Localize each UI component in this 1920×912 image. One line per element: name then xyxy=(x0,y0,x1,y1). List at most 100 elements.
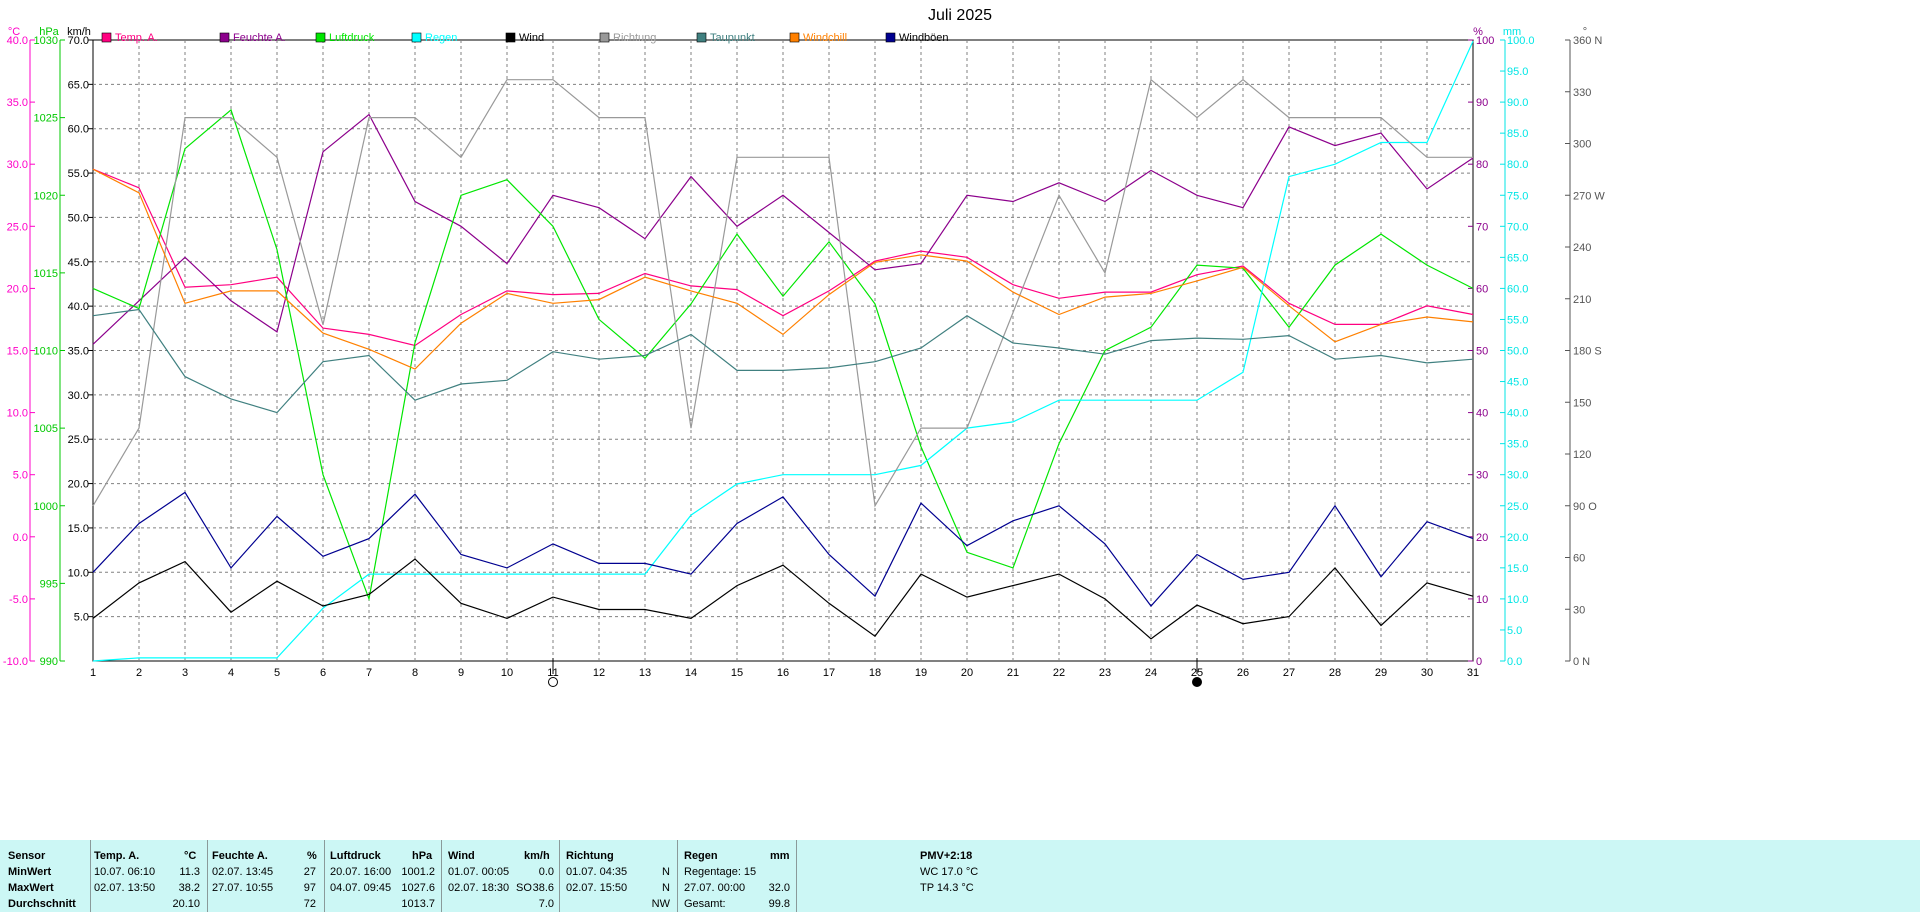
rain-tick-label: 50.0 xyxy=(1507,346,1528,358)
temp-unit-label: °C xyxy=(8,26,20,38)
x-tick-label: 3 xyxy=(182,667,188,679)
temp-tick-label: -5.0 xyxy=(9,594,28,606)
temp-tick-label: 10.0 xyxy=(7,408,28,420)
legend-label: Temp. A. xyxy=(115,32,158,44)
rain-tick-label: 40.0 xyxy=(1507,408,1528,420)
temp-tick-label: 25.0 xyxy=(7,221,28,233)
x-tick-label: 27 xyxy=(1283,667,1295,679)
legend: Temp. A. Feuchte A. Luftdruck Regen Wind Rich… xyxy=(101,32,949,44)
x-tick-label: 19 xyxy=(915,667,927,679)
wind-tick-label: 20.0 xyxy=(68,479,89,491)
series-lines xyxy=(92,40,1474,662)
pressure-tick-label: 1020 xyxy=(34,190,58,202)
direction-tick-label: 30 xyxy=(1573,604,1585,616)
temp-max-time: 02.07. 13:50 xyxy=(94,882,156,894)
rain-tick-label: 75.0 xyxy=(1507,190,1528,202)
wind-tick-label: 10.0 xyxy=(68,567,89,579)
wind-unit-label: km/h xyxy=(67,26,91,38)
x-tick-label: 2 xyxy=(136,667,142,679)
humidity-tick-label: 100 xyxy=(1476,35,1494,47)
rain-tick-label: 80.0 xyxy=(1507,159,1528,171)
stats-row-max: MaxWert xyxy=(8,882,54,894)
stats-header-dir: Richtung xyxy=(566,850,614,862)
direction-tick-label: 0 N xyxy=(1573,656,1590,668)
stats-header-temp: Temp. A. xyxy=(94,850,140,862)
pres-max: 1027.6 xyxy=(401,882,435,894)
wind-max-time: 02.07. 18:30 xyxy=(448,882,510,894)
temp-tick-label: 40.0 xyxy=(7,35,28,47)
temp-tick-label: 0.0 xyxy=(13,532,28,544)
legend-swatch xyxy=(505,32,516,43)
x-tick-label: 17 xyxy=(823,667,835,679)
temp-min: 11.3 xyxy=(179,866,200,878)
wind-tick-label: 45.0 xyxy=(68,257,89,269)
temp-tick-label: 35.0 xyxy=(7,97,28,109)
dir-min-time: 01.07. 04:35 xyxy=(566,866,628,878)
legend-swatch xyxy=(411,32,422,43)
stats-row-avg: Durchschnitt xyxy=(8,898,76,910)
series-line-taupunkt xyxy=(92,308,1474,414)
direction-tick-label: 330 xyxy=(1573,87,1591,99)
wind-min: 0.0 xyxy=(538,866,554,878)
x-tick-label: 29 xyxy=(1375,667,1387,679)
divider xyxy=(90,840,91,912)
legend-swatch xyxy=(789,32,800,43)
direction-tick-label: 120 xyxy=(1573,449,1591,461)
direction-tick-label: 90 O xyxy=(1573,501,1597,513)
pressure-tick-label: 1000 xyxy=(34,501,58,513)
pressure-tick-label: 1025 xyxy=(34,113,58,125)
x-tick-label: 4 xyxy=(228,667,234,679)
humidity-tick-label: 30 xyxy=(1476,470,1488,482)
rain-max: 32.0 xyxy=(768,882,790,894)
grid xyxy=(92,39,1474,662)
divider xyxy=(796,840,797,912)
wind-tick-label: 65.0 xyxy=(68,79,89,91)
hum-max-time: 27.07. 10:55 xyxy=(212,882,274,894)
rain-days: Regentage: 15 xyxy=(684,866,757,878)
x-tick-label: 30 xyxy=(1421,667,1433,679)
temp-avg: 20.10 xyxy=(172,898,200,910)
x-tick-label: 9 xyxy=(458,667,464,679)
statistics-table: Sensor MinWert MaxWert Durchschnitt Temp… xyxy=(0,840,1920,912)
pres-avg: 1013.7 xyxy=(401,898,435,910)
dir-avg: NW xyxy=(651,898,670,910)
legend-label: Wind xyxy=(519,32,544,44)
temp-tick-label: -10.0 xyxy=(3,656,28,668)
legend-label: Windböen xyxy=(899,32,949,44)
day-markers xyxy=(548,658,1202,687)
rain-tick-label: 15.0 xyxy=(1507,563,1528,575)
pmv-value: PMV+2:18 xyxy=(920,850,973,862)
legend-label: Taupunkt xyxy=(710,32,755,44)
rain-tick-label: 90.0 xyxy=(1507,97,1528,109)
wind-min-time: 01.07. 00:05 xyxy=(448,866,510,878)
pres-max-time: 04.07. 09:45 xyxy=(330,882,392,894)
wind-avg: 7.0 xyxy=(538,898,554,910)
x-tick-label: 24 xyxy=(1145,667,1157,679)
legend-swatch xyxy=(885,32,896,43)
series-line-wind xyxy=(92,558,1474,640)
wind-tick-label: 70.0 xyxy=(68,35,89,47)
divider xyxy=(677,840,678,912)
legend-swatch xyxy=(315,32,326,43)
stats-unit-temp: °C xyxy=(184,850,197,862)
humidity-tick-label: 20 xyxy=(1476,532,1488,544)
filled-circle-icon xyxy=(1192,677,1202,687)
wind-max-dir: SO xyxy=(516,882,532,894)
x-tick-label: 1 xyxy=(90,667,96,679)
humidity-tick-label: 70 xyxy=(1476,221,1488,233)
weather-chart: Juli 2025 1 2 3 4 5 6 7 8 9 10 11 12 13 14 15 16 17 18 19 2… xyxy=(3,7,1605,687)
legend-swatch xyxy=(599,32,610,43)
wind-tick-label: 40.0 xyxy=(68,301,89,313)
rain-tick-label: 45.0 xyxy=(1507,377,1528,389)
stats-header-sensor: Sensor xyxy=(8,850,46,862)
rain-tick-label: 65.0 xyxy=(1507,252,1528,264)
temp-max: 38.2 xyxy=(178,882,200,894)
rain-tick-label: 85.0 xyxy=(1507,128,1528,140)
legend-label: Richtung xyxy=(613,32,656,44)
rain-tick-label: 10.0 xyxy=(1507,594,1528,606)
series-line-luftdruck xyxy=(92,108,1474,602)
direction-tick-label: 300 xyxy=(1573,139,1591,151)
stats-unit-hum: % xyxy=(307,850,317,862)
stats-row-min: MinWert xyxy=(8,866,52,878)
x-tick-label: 7 xyxy=(366,667,372,679)
